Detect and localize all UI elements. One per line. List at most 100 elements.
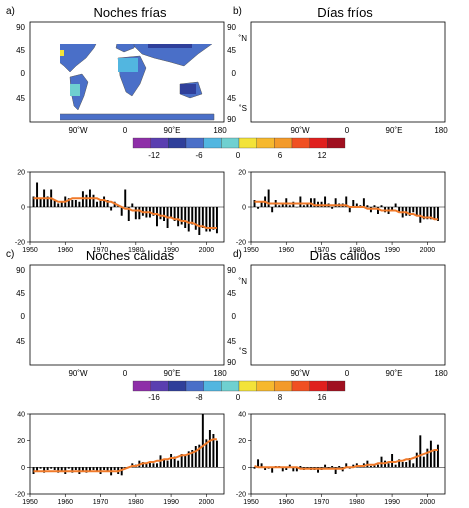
xtick-label-2-1970: 1970 <box>93 499 109 506</box>
bar-3-1990 <box>391 454 394 468</box>
bar-3-2000 <box>426 448 429 468</box>
bar-1-1992 <box>398 207 401 213</box>
panel-b-map: b) Días fríos 90 ˚N 45 0 45 ˚S 90 90˚W 0… <box>227 5 448 135</box>
bar-3-1960 <box>285 467 288 470</box>
bar-3-1997 <box>415 452 418 468</box>
bar-3-1962 <box>292 467 295 472</box>
bar-2-1998 <box>198 444 201 468</box>
ytick-label-3--20: -20 <box>236 492 246 499</box>
bar-0-1996 <box>191 207 194 225</box>
bar-0-1973 <box>110 207 113 211</box>
bar-0-1964 <box>78 201 81 207</box>
xtick-label-0-1970: 1970 <box>93 247 109 254</box>
colorbar-top-swatch-7 <box>256 137 275 149</box>
lon-label-d-2: 90˚E <box>386 369 403 378</box>
xtick-label-2-2000: 2000 <box>199 499 215 506</box>
timeseries-2: -20 0 20 40 1950 1960 1970 1980 1990 2000 <box>15 412 225 506</box>
bar-0-1962 <box>71 200 74 207</box>
xtick-label-0-2000: 2000 <box>199 247 215 254</box>
ytick-label-3-40: 40 <box>238 412 246 419</box>
ytick-label-1-20: 20 <box>238 170 246 177</box>
bar-1-1959 <box>281 203 284 207</box>
bar-2-1986 <box>156 463 158 468</box>
lon-label-b-2: 90˚E <box>386 126 403 135</box>
xtick-label-1-1990: 1990 <box>384 247 400 254</box>
bar-1-1985 <box>373 205 376 207</box>
bar-2-2000 <box>205 439 208 468</box>
bar-0-2002 <box>212 207 215 230</box>
bar-3-2001 <box>429 440 432 468</box>
xtick-label-0-1980: 1980 <box>128 247 144 254</box>
bar-0-1951 <box>32 196 35 207</box>
bar-1-2000 <box>426 207 429 220</box>
colorbar-bottom-swatch-3 <box>185 380 204 392</box>
bar-3-1956 <box>271 467 274 473</box>
bar-1-1953 <box>260 201 263 207</box>
bar-0-1969 <box>96 201 98 207</box>
colorbar-bottom-swatch-10 <box>309 380 328 392</box>
bar-1-1995 <box>408 207 411 216</box>
colorbar-top <box>132 137 346 149</box>
bar-2-1969 <box>96 467 98 472</box>
bar-2-1958 <box>57 467 60 473</box>
bar-2-1991 <box>173 456 176 468</box>
bar-3-1994 <box>405 462 408 468</box>
lat-label-b-3: 0 <box>232 69 237 78</box>
lat-label-d-1: ˚N <box>239 277 248 286</box>
colorbar-bottom-swatch-5 <box>221 380 240 392</box>
bar-2-1992 <box>177 460 180 468</box>
panel-b-letter: b) <box>233 6 242 17</box>
bar-3-1953 <box>260 463 263 468</box>
lon-label-a-3: 180 <box>213 126 227 135</box>
cb-bot-label-0: -16 <box>148 393 160 402</box>
lat-label-c-3: 45 <box>16 337 25 346</box>
bar-1-1971 <box>324 196 327 207</box>
bar-2-1984 <box>148 462 151 468</box>
bar-2-1972 <box>106 467 109 472</box>
ytick-label-1--20: -20 <box>236 240 246 247</box>
lon-label-c-3: 180 <box>213 369 227 378</box>
cb-bot-label-4: 16 <box>318 393 327 402</box>
bar-3-1984 <box>369 466 372 468</box>
bar-3-2003 <box>436 444 439 468</box>
cb-top-label-4: 12 <box>318 151 327 160</box>
bar-2-1959 <box>60 467 63 472</box>
bar-3-1954 <box>264 467 267 470</box>
cb-top-label-3: 6 <box>278 151 283 160</box>
bar-3-1961 <box>288 464 291 468</box>
ytick-label-0-20: 20 <box>17 170 25 177</box>
bar-2-1988 <box>163 459 166 468</box>
bar-1-1965 <box>302 205 305 207</box>
xtick-label-3-1970: 1970 <box>314 499 330 506</box>
bar-2-1974 <box>113 467 116 470</box>
bar-0-1980 <box>134 207 137 220</box>
xtick-label-1-1950: 1950 <box>243 247 259 254</box>
bar-1-1978 <box>348 207 351 213</box>
colorbar-bottom <box>132 380 346 392</box>
lon-label-b-3: 180 <box>434 126 448 135</box>
bar-1-1991 <box>394 203 397 207</box>
bar-2-1957 <box>53 467 56 470</box>
bar-1-1974 <box>334 198 337 207</box>
lat-label-c-1: 45 <box>16 289 25 298</box>
colorbar-bottom-swatch-8 <box>274 380 293 392</box>
bar-3-1977 <box>345 463 348 468</box>
bar-0-1976 <box>120 207 123 216</box>
panel-c-letter: c) <box>6 249 14 260</box>
bar-2-1999 <box>201 414 204 468</box>
bar-2-1996 <box>191 450 194 468</box>
bar-0-1986 <box>156 207 158 227</box>
xtick-label-2-1960: 1960 <box>57 499 73 506</box>
lat-label-a-0: 90 <box>16 23 25 32</box>
bar-2-1965 <box>81 467 84 472</box>
bar-2-1990 <box>170 454 173 468</box>
bar-0-1987 <box>159 207 162 220</box>
bar-0-1979 <box>131 203 134 207</box>
bar-1-1983 <box>366 205 369 207</box>
bar-2-1962 <box>71 467 74 473</box>
bar-2-1956 <box>50 467 53 469</box>
xtick-label-3-1990: 1990 <box>384 499 400 506</box>
bar-2-1967 <box>88 467 91 472</box>
ytick-label-0-0: 0 <box>21 205 25 212</box>
trend-line-2 <box>33 438 217 473</box>
